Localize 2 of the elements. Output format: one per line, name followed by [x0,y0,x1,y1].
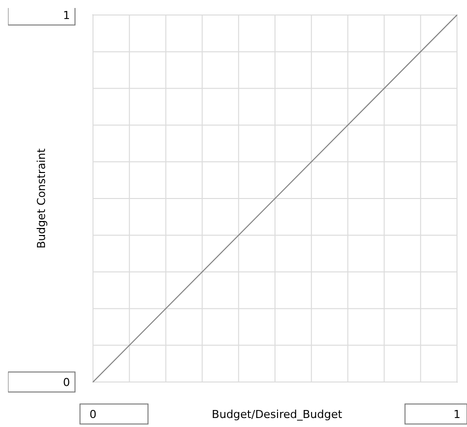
x-axis-title: Budget/Desired_Budget [212,408,343,421]
y-axis-title: Budget Constraint [35,148,48,249]
